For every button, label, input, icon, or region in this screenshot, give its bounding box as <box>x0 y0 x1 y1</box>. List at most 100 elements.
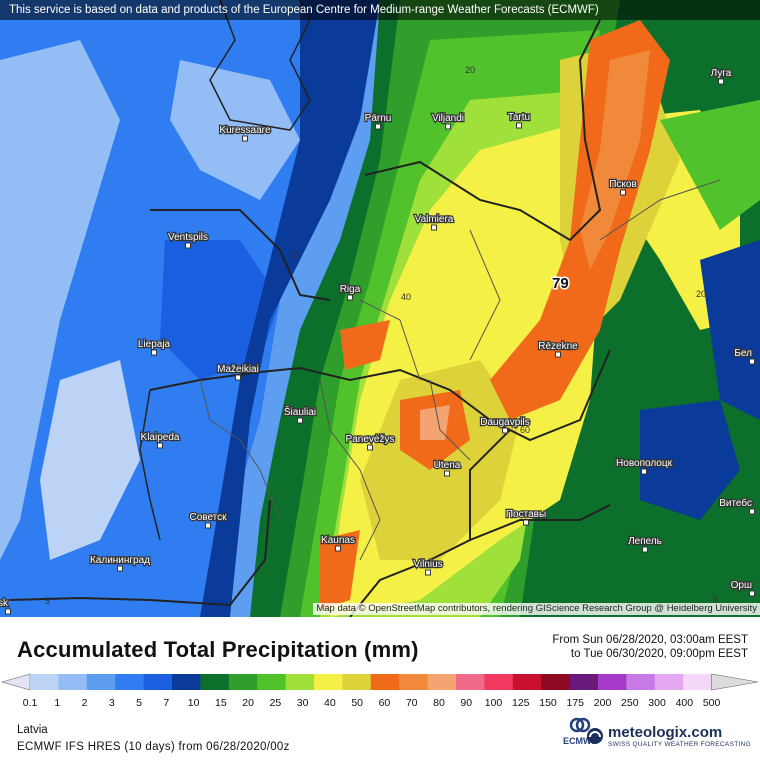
colorbar-tick-label: 60 <box>378 697 391 709</box>
colorbar-tick-label: 90 <box>460 697 473 709</box>
city-marker[interactable]: Ventspils <box>167 231 209 249</box>
city-dot <box>117 565 123 572</box>
city-dot <box>749 508 755 515</box>
meteologix-name: meteologix.com <box>608 724 723 741</box>
city-label: Псков <box>609 179 637 190</box>
colorbar-tick-label: 20 <box>242 697 254 709</box>
colorbar-segment <box>228 674 258 690</box>
precipitation-map[interactable]: Kuressaare Pärnu Viljandi Tartu Луга Псков Val… <box>0 0 760 617</box>
period-from: From Sun 06/28/2020, 03:00am EEST <box>552 634 748 646</box>
colorbar-segment <box>314 674 343 690</box>
city-label: Калининград <box>90 555 150 566</box>
colorbar-tick-label: 5 <box>136 697 142 709</box>
colorbar-segment <box>86 674 116 690</box>
city-marker[interactable]: Новополоцк <box>615 457 674 475</box>
colorbar-min-arrow <box>0 673 31 691</box>
colorbar-segment <box>30 674 59 690</box>
colorbar-segment <box>342 674 372 690</box>
colorbar <box>0 673 759 691</box>
region-label: Latvia <box>17 724 48 736</box>
city-marker[interactable]: ńsk <box>0 597 11 615</box>
colorbar-segment <box>58 674 88 690</box>
meteologix-emblem-icon <box>587 728 603 744</box>
contour-label: 60 <box>520 425 530 435</box>
colorbar-tick-label: 80 <box>433 697 445 709</box>
city-marker[interactable]: Daugavpils <box>479 416 531 434</box>
city-label: Луга <box>711 68 732 79</box>
city-dot <box>425 569 431 576</box>
city-marker[interactable]: Поставы <box>505 508 547 526</box>
city-dot <box>157 442 163 449</box>
city-marker[interactable]: Бел <box>733 347 755 365</box>
city-marker[interactable]: Utena <box>432 459 462 477</box>
colorbar-tick-label: 175 <box>566 697 585 709</box>
city-marker[interactable]: Valmiera <box>413 213 455 231</box>
colorbar-segment <box>541 674 571 690</box>
colorbar-segment <box>484 674 514 690</box>
city-label: Pärnu <box>365 113 392 124</box>
city-label: Лепель <box>628 536 662 547</box>
meteologix-tagline: SWISS QUALITY WEATHER FORECASTING <box>608 741 751 748</box>
city-marker[interactable]: Лепель <box>627 535 663 553</box>
colorbar-tick-label: 300 <box>648 697 666 709</box>
city-label: Советск <box>189 512 227 523</box>
city-marker[interactable]: Kuressaare <box>218 124 272 142</box>
city-label: Поставы <box>506 509 546 520</box>
city-marker[interactable]: Tartu <box>507 111 531 129</box>
city-marker[interactable]: Vilnius <box>412 558 444 576</box>
city-marker[interactable]: Klaipeda <box>139 431 181 449</box>
colorbar-segment <box>598 674 627 690</box>
city-dot <box>523 519 529 526</box>
colorbar-segment <box>200 674 230 690</box>
city-marker[interactable]: Šiauliai <box>283 404 317 424</box>
ecmwf-disclaimer-banner: This service is based on data and produc… <box>0 0 760 20</box>
city-label: Riga <box>340 284 361 295</box>
city-marker[interactable]: Псков <box>608 178 638 196</box>
map-attribution: Map data © OpenStreetMap contributors, r… <box>313 603 760 615</box>
city-dot <box>242 135 248 142</box>
colorbar-tick-label: 25 <box>269 697 282 709</box>
city-marker[interactable]: Liepaja <box>137 338 172 356</box>
meteologix-logo[interactable]: meteologix.com SWISS QUALITY WEATHER FOR… <box>587 724 751 748</box>
city-marker[interactable]: Орш <box>729 579 755 597</box>
city-label: ńsk <box>0 598 9 609</box>
city-dot <box>516 122 522 129</box>
city-label: Rēzekne <box>538 341 578 352</box>
city-marker[interactable]: Луга <box>709 67 733 85</box>
colorbar-tick-label: 70 <box>405 697 418 709</box>
city-marker[interactable]: Panevėžys <box>344 433 396 451</box>
city-dot <box>347 294 353 301</box>
city-marker[interactable]: Калининград <box>89 554 151 572</box>
colorbar-max-arrow <box>711 673 759 691</box>
contour-label: 5 <box>713 595 718 605</box>
city-marker[interactable]: Viljandi <box>431 112 465 130</box>
colorbar-tick-label: 0.1 <box>22 697 38 709</box>
city-label: Kuressaare <box>219 125 271 136</box>
city-marker[interactable]: Mažeikiai <box>216 363 260 381</box>
city-label: Liepaja <box>138 339 171 350</box>
city-marker[interactable]: Витебс <box>718 496 755 515</box>
city-marker[interactable]: Kaunas <box>320 534 356 552</box>
ecmwf-logo[interactable]: ECMWF <box>560 717 600 746</box>
city-marker[interactable]: Советск <box>188 511 228 529</box>
city-marker[interactable]: Pärnu <box>363 112 393 130</box>
city-marker[interactable]: Rēzekne <box>537 340 579 358</box>
ecmwf-emblem-icon <box>569 717 591 733</box>
city-marker[interactable]: Riga <box>338 283 362 301</box>
max-precip-marker: 79 <box>552 275 569 292</box>
map-title: Accumulated Total Precipitation (mm) <box>17 637 419 662</box>
contour-label: 5 <box>45 596 50 606</box>
colorbar-tick-label: 30 <box>296 697 309 709</box>
city-label: Klaipeda <box>141 432 180 443</box>
city-label: Vilnius <box>413 559 442 570</box>
colorbar-tick-label: 3 <box>108 697 115 709</box>
city-dot <box>502 427 508 434</box>
colorbar-tick-label: 1 <box>54 697 61 709</box>
city-dot <box>445 123 451 130</box>
city-label: Tartu <box>508 112 530 123</box>
colorbar-tick-label: 250 <box>621 697 639 709</box>
colorbar-tick-label: 7 <box>163 697 170 709</box>
ecmwf-logo-text: ECMWF <box>563 736 597 746</box>
city-label: Valmiera <box>415 214 454 225</box>
colorbar-tick-label: 15 <box>215 697 227 709</box>
